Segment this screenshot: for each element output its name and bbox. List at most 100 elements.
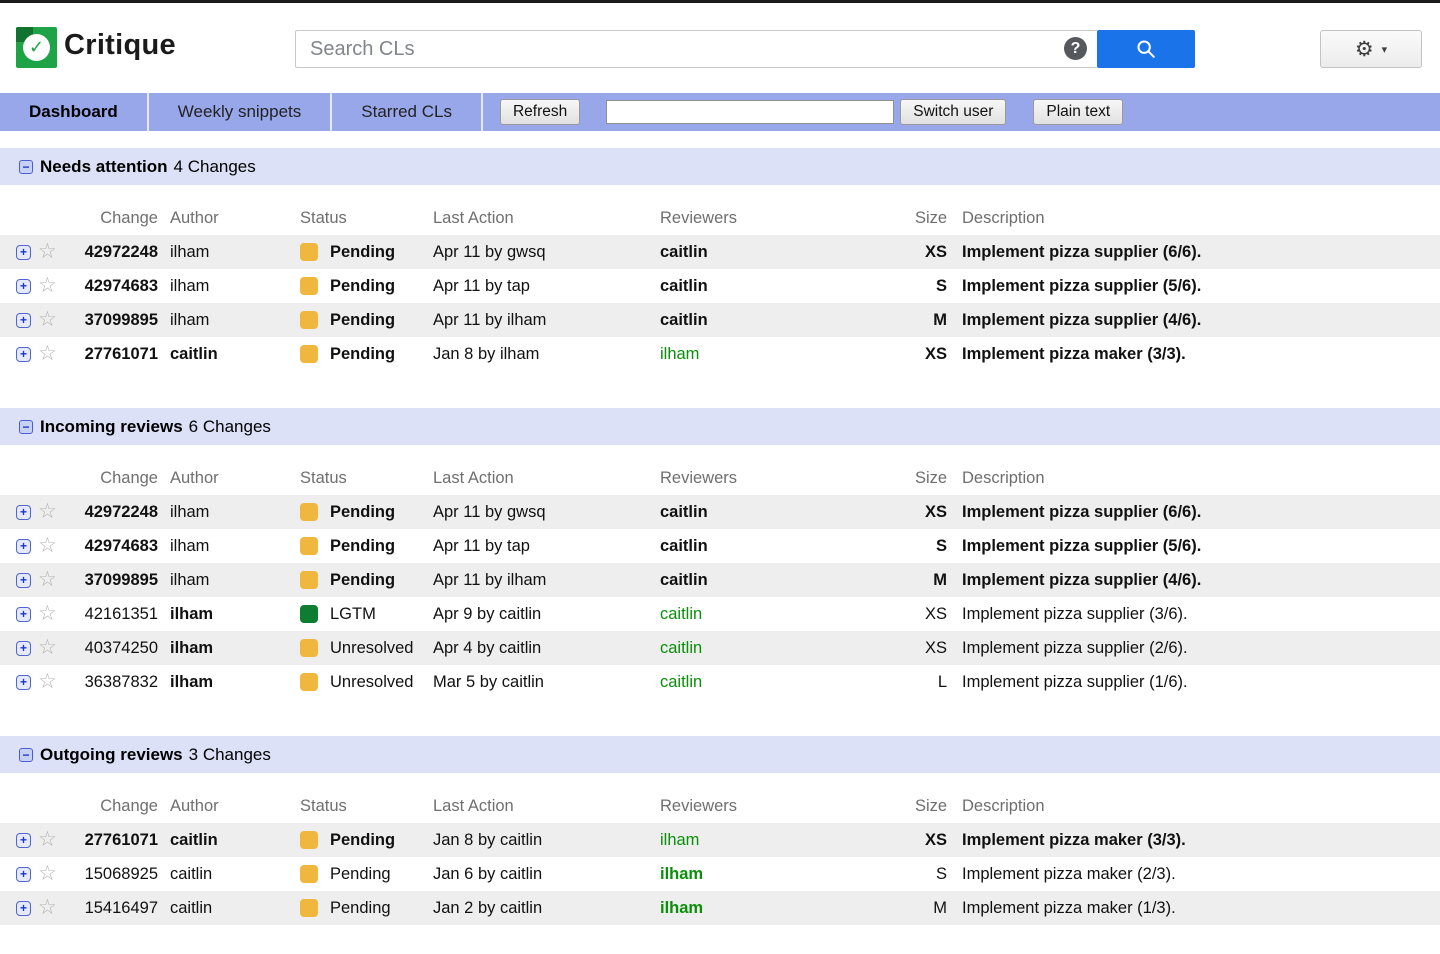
col-reviewers: Reviewers [660,209,915,228]
status-label: Pending [330,311,395,330]
search-input[interactable] [295,30,1097,68]
star-icon[interactable]: ☆ [38,603,57,624]
change-number[interactable]: 37099895 [64,571,158,590]
critique-logo[interactable]: ✓ [16,27,57,68]
table-row[interactable]: + ☆ 15416497 caitlin Pending Jan 2 by ca… [0,891,1440,925]
change-number[interactable]: 42972248 [64,503,158,522]
expand-icon[interactable]: + [16,573,31,588]
expand-icon[interactable]: + [16,607,31,622]
star-icon[interactable]: ☆ [38,535,57,556]
col-description: Description [962,209,1440,228]
description[interactable]: Implement pizza supplier (6/6). [962,243,1440,262]
description[interactable]: Implement pizza supplier (4/6). [962,311,1440,330]
change-number[interactable]: 42974683 [64,537,158,556]
description[interactable]: Implement pizza supplier (1/6). [962,673,1440,692]
tab-dashboard[interactable]: Dashboard [0,93,147,131]
table-row[interactable]: + ☆ 36387832 ilham Unresolved Mar 5 by c… [0,665,1440,699]
table-row[interactable]: + ☆ 27761071 caitlin Pending Jan 8 by ca… [0,823,1440,857]
description[interactable]: Implement pizza supplier (5/6). [962,277,1440,296]
section-count: 3 Changes [189,745,271,765]
star-icon[interactable]: ☆ [38,569,57,590]
star-icon[interactable]: ☆ [38,863,57,884]
section-header[interactable]: − Needs attention 4 Changes [0,148,1440,185]
status-label: Pending [330,345,395,364]
star-icon[interactable]: ☆ [38,241,57,262]
table-row[interactable]: + ☆ 42974683 ilham Pending Apr 11 by tap… [0,269,1440,303]
expand-icon[interactable]: + [16,245,31,260]
expand-icon[interactable]: + [16,675,31,690]
expand-icon[interactable]: + [16,833,31,848]
expand-icon[interactable]: + [16,867,31,882]
size: XS [915,345,947,364]
tab-starred-cls[interactable]: Starred CLs [332,93,481,131]
section-title: Needs attention [40,157,168,177]
switch-user-input[interactable] [606,100,894,124]
collapse-icon[interactable]: − [19,748,33,762]
change-number[interactable]: 27761071 [64,345,158,364]
table-row[interactable]: + ☆ 42972248 ilham Pending Apr 11 by gws… [0,495,1440,529]
section-title: Incoming reviews [40,417,183,437]
review-section: − Needs attention 4 Changes Change Autho… [0,148,1440,371]
description[interactable]: Implement pizza supplier (4/6). [962,571,1440,590]
reviewer: caitlin [660,639,915,658]
change-number[interactable]: 42972248 [64,243,158,262]
description[interactable]: Implement pizza supplier (2/6). [962,639,1440,658]
star-icon[interactable]: ☆ [38,829,57,850]
change-number[interactable]: 42161351 [64,605,158,624]
table-row[interactable]: + ☆ 42161351 ilham LGTM Apr 9 by caitlin… [0,597,1440,631]
collapse-icon[interactable]: − [19,160,33,174]
table-row[interactable]: + ☆ 40374250 ilham Unresolved Apr 4 by c… [0,631,1440,665]
star-icon[interactable]: ☆ [38,501,57,522]
change-number[interactable]: 42974683 [64,277,158,296]
last-action: Apr 11 by tap [433,277,660,296]
table-row[interactable]: + ☆ 27761071 caitlin Pending Jan 8 by il… [0,337,1440,371]
star-icon[interactable]: ☆ [38,275,57,296]
expand-icon[interactable]: + [16,279,31,294]
description[interactable]: Implement pizza supplier (3/6). [962,605,1440,624]
table-row[interactable]: + ☆ 42972248 ilham Pending Apr 11 by gws… [0,235,1440,269]
table-row[interactable]: + ☆ 37099895 ilham Pending Apr 11 by ilh… [0,563,1440,597]
col-reviewers: Reviewers [660,797,915,816]
plain-text-button[interactable]: Plain text [1033,99,1123,125]
expand-icon[interactable]: + [16,505,31,520]
collapse-icon[interactable]: − [19,420,33,434]
change-number[interactable]: 40374250 [64,639,158,658]
status-square-icon [300,503,318,521]
author: ilham [170,503,288,522]
col-reviewers: Reviewers [660,469,915,488]
expand-icon[interactable]: + [16,901,31,916]
expand-icon[interactable]: + [16,313,31,328]
star-icon[interactable]: ☆ [38,637,57,658]
star-icon[interactable]: ☆ [38,309,57,330]
refresh-button[interactable]: Refresh [500,99,580,125]
change-number[interactable]: 36387832 [64,673,158,692]
description[interactable]: Implement pizza supplier (5/6). [962,537,1440,556]
settings-button[interactable]: ⚙ ▾ [1320,30,1422,68]
table-row[interactable]: + ☆ 37099895 ilham Pending Apr 11 by ilh… [0,303,1440,337]
star-icon[interactable]: ☆ [38,671,57,692]
description[interactable]: Implement pizza maker (3/3). [962,345,1440,364]
table-row[interactable]: + ☆ 15068925 caitlin Pending Jan 6 by ca… [0,857,1440,891]
expand-icon[interactable]: + [16,539,31,554]
section-header[interactable]: − Outgoing reviews 3 Changes [0,736,1440,773]
switch-user-button[interactable]: Switch user [900,99,1006,125]
star-icon[interactable]: ☆ [38,897,57,918]
description[interactable]: Implement pizza maker (3/3). [962,831,1440,850]
table-row[interactable]: + ☆ 42974683 ilham Pending Apr 11 by tap… [0,529,1440,563]
description[interactable]: Implement pizza maker (2/3). [962,865,1440,884]
description[interactable]: Implement pizza maker (1/3). [962,899,1440,918]
search-button[interactable] [1097,30,1195,68]
help-icon[interactable]: ? [1064,37,1087,60]
col-status: Status [300,209,433,228]
author: caitlin [170,899,288,918]
section-header[interactable]: − Incoming reviews 6 Changes [0,408,1440,445]
change-number[interactable]: 15068925 [64,865,158,884]
change-number[interactable]: 27761071 [64,831,158,850]
change-number[interactable]: 15416497 [64,899,158,918]
star-icon[interactable]: ☆ [38,343,57,364]
expand-icon[interactable]: + [16,641,31,656]
tab-weekly-snippets[interactable]: Weekly snippets [149,93,330,131]
change-number[interactable]: 37099895 [64,311,158,330]
description[interactable]: Implement pizza supplier (6/6). [962,503,1440,522]
expand-icon[interactable]: + [16,347,31,362]
